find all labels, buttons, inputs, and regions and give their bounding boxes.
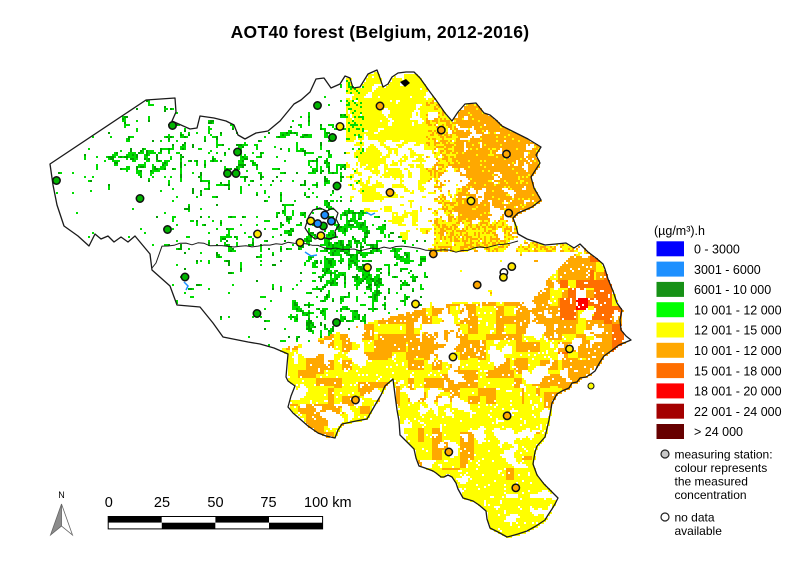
svg-text:10 001 - 12 000: 10 001 - 12 000 bbox=[694, 303, 782, 317]
svg-text:AOT40 forest (Belgium, 2012-20: AOT40 forest (Belgium, 2012-2016) bbox=[231, 22, 530, 42]
svg-text:25: 25 bbox=[154, 495, 170, 511]
svg-text:3001 - 6000: 3001 - 6000 bbox=[694, 263, 761, 277]
svg-text:colour represents: colour represents bbox=[675, 461, 768, 475]
svg-text:available: available bbox=[675, 524, 723, 538]
svg-text:22 001 - 24 000: 22 001 - 24 000 bbox=[694, 405, 782, 419]
svg-text:0: 0 bbox=[105, 495, 113, 511]
svg-text:measuring station:: measuring station: bbox=[675, 448, 773, 462]
svg-text:75: 75 bbox=[260, 495, 276, 511]
svg-text:6001 - 10 000: 6001 - 10 000 bbox=[694, 283, 771, 297]
svg-text:18 001 - 20 000: 18 001 - 20 000 bbox=[694, 385, 782, 399]
svg-text:10 001 - 12 000: 10 001 - 12 000 bbox=[694, 344, 782, 358]
svg-text:0 - 3000: 0 - 3000 bbox=[694, 243, 740, 257]
svg-text:N: N bbox=[58, 490, 65, 500]
svg-text:(µg/m³).h: (µg/m³).h bbox=[654, 224, 705, 238]
svg-text:the measured: the measured bbox=[675, 475, 748, 489]
svg-text:> 24 000: > 24 000 bbox=[694, 425, 743, 439]
svg-text:concentration: concentration bbox=[675, 488, 747, 502]
svg-text:15 001 - 18 000: 15 001 - 18 000 bbox=[694, 364, 782, 378]
svg-text:no data: no data bbox=[675, 511, 715, 525]
svg-text:12 001 - 15 000: 12 001 - 15 000 bbox=[694, 324, 782, 338]
svg-text:100 km: 100 km bbox=[304, 495, 352, 511]
svg-text:50: 50 bbox=[207, 495, 223, 511]
